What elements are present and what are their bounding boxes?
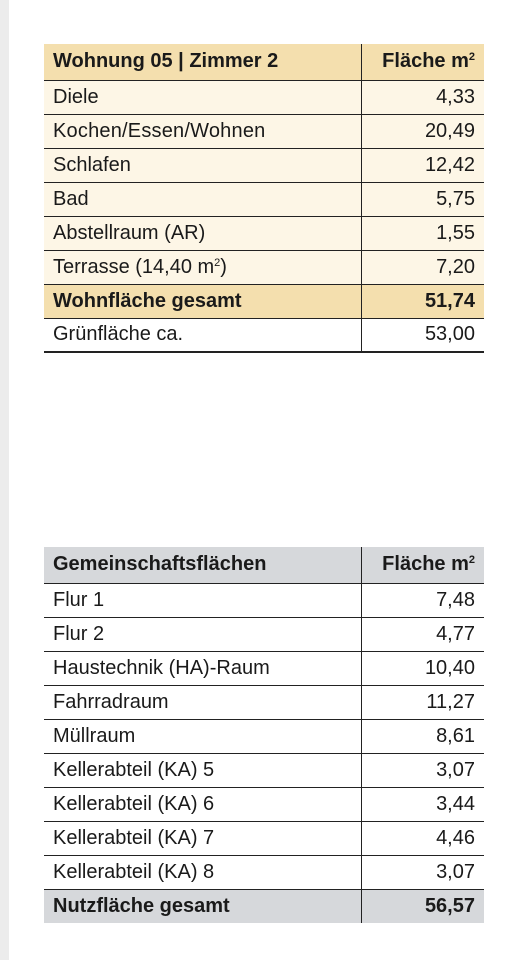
- table-row: Kellerabteil (KA) 5 3,07: [44, 753, 484, 788]
- table-header-row: Gemeinschaftsflächen Fläche m2: [44, 547, 484, 584]
- terrace-unit-sup: 2: [214, 256, 221, 269]
- total-area: 51,74: [360, 284, 484, 319]
- table-row: Flur 2 4,77: [44, 617, 484, 652]
- header-area: Fläche m2: [360, 44, 484, 81]
- table-row: Schlafen 12,42: [44, 148, 484, 183]
- terrace-label-close: ): [220, 255, 227, 278]
- room-area: 7,20: [360, 250, 484, 285]
- area-unit-sup: 2: [468, 51, 475, 64]
- terrace-label: Terrasse (14,40 m: [53, 255, 215, 278]
- room-area: 4,33: [360, 80, 484, 115]
- room-area: 1,55: [360, 216, 484, 251]
- room-area: 3,07: [360, 753, 484, 788]
- room-name: Haustechnik (HA)-Raum: [44, 651, 361, 686]
- area-label: Fläche m: [382, 553, 469, 576]
- room-name: Diele: [44, 80, 361, 115]
- area-unit-sup: 2: [468, 554, 475, 567]
- room-area: 3,07: [360, 855, 484, 890]
- room-name: Kellerabteil (KA) 5: [44, 753, 361, 788]
- green-area-value: 53,00: [360, 318, 484, 353]
- room-area: 7,48: [360, 583, 484, 618]
- table-row: Bad 5,75: [44, 182, 484, 217]
- room-area: 4,46: [360, 821, 484, 856]
- room-area: 20,49: [360, 114, 484, 149]
- total-row: Nutzfläche gesamt 56,57: [44, 889, 484, 923]
- room-name: Schlafen: [44, 148, 361, 183]
- table-row: Terrasse (14,40 m2) 7,20: [44, 250, 484, 285]
- table-row: Abstellraum (AR) 1,55: [44, 216, 484, 251]
- table-row: Haustechnik (HA)-Raum 10,40: [44, 651, 484, 686]
- room-name: Terrasse (14,40 m2): [44, 250, 361, 285]
- table-row: Kellerabteil (KA) 8 3,07: [44, 855, 484, 890]
- room-name: Fahrradraum: [44, 685, 361, 720]
- room-name: Kellerabteil (KA) 7: [44, 821, 361, 856]
- common-area-table: Gemeinschaftsflächen Fläche m2 Flur 1 7,…: [44, 547, 484, 923]
- room-area: 5,75: [360, 182, 484, 217]
- table-row: Kochen/Essen/Wohnen 20,49: [44, 114, 484, 149]
- header-room: Gemeinschaftsflächen: [44, 547, 361, 584]
- table-header-row: Wohnung 05 | Zimmer 2 Fläche m2: [44, 44, 484, 81]
- apartment-area-table: Wohnung 05 | Zimmer 2 Fläche m2 Diele 4,…: [44, 44, 484, 353]
- table-row: Kellerabteil (KA) 7 4,46: [44, 821, 484, 856]
- room-area: 8,61: [360, 719, 484, 754]
- room-area: 4,77: [360, 617, 484, 652]
- table-row: Kellerabteil (KA) 6 3,44: [44, 787, 484, 822]
- room-name: Müllraum: [44, 719, 361, 754]
- total-label: Nutzfläche gesamt: [44, 889, 361, 923]
- room-area: 10,40: [360, 651, 484, 686]
- room-name: Kellerabteil (KA) 6: [44, 787, 361, 822]
- room-area: 3,44: [360, 787, 484, 822]
- total-area: 56,57: [360, 889, 484, 923]
- header-room: Wohnung 05 | Zimmer 2: [44, 44, 361, 81]
- table-row: Flur 1 7,48: [44, 583, 484, 618]
- total-row: Wohnfläche gesamt 51,74: [44, 284, 484, 319]
- room-name: Abstellraum (AR): [44, 216, 361, 251]
- room-name: Flur 2: [44, 617, 361, 652]
- green-area-row: Grünfläche ca. 53,00: [44, 318, 484, 353]
- green-area-label: Grünfläche ca.: [44, 318, 361, 353]
- page-edge-strip: [0, 0, 9, 960]
- room-name: Kochen/Essen/Wohnen: [44, 114, 361, 149]
- room-area: 11,27: [360, 685, 484, 720]
- room-name: Kellerabteil (KA) 8: [44, 855, 361, 890]
- area-label: Fläche m: [382, 50, 469, 73]
- table-row: Fahrradraum 11,27: [44, 685, 484, 720]
- total-label: Wohnfläche gesamt: [44, 284, 361, 319]
- room-area: 12,42: [360, 148, 484, 183]
- table-row: Diele 4,33: [44, 80, 484, 115]
- room-name: Flur 1: [44, 583, 361, 618]
- room-name: Bad: [44, 182, 361, 217]
- header-area: Fläche m2: [360, 547, 484, 584]
- table-row: Müllraum 8,61: [44, 719, 484, 754]
